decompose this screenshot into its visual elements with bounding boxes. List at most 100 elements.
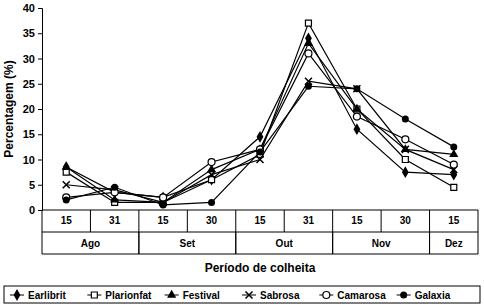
x-group-label: Out	[276, 238, 294, 249]
legend-entry: Festival	[165, 290, 220, 301]
divider	[478, 210, 479, 232]
y-tick-label: 30	[23, 53, 35, 65]
y-axis: 0 5 10 15 20 25 30 35 40	[23, 2, 43, 216]
marker	[305, 83, 312, 90]
series-line	[66, 53, 454, 197]
x-tick: 30	[206, 210, 218, 226]
marker	[402, 116, 409, 123]
marker	[450, 143, 457, 150]
legend: Earlibrit Plarionfat Festival Sabrosa Camaro…	[4, 286, 480, 303]
series-line	[66, 81, 454, 202]
marker	[402, 166, 409, 178]
marker	[208, 199, 215, 206]
divider	[187, 210, 188, 232]
x-tick-label: 31	[109, 215, 121, 226]
marker	[402, 157, 408, 163]
marker	[353, 123, 360, 135]
legend-marker	[246, 292, 253, 299]
legend-label: Festival	[183, 290, 220, 301]
x-tick-label: 30	[400, 215, 412, 226]
y-tick: 10	[23, 154, 42, 166]
x-tick: 15	[61, 210, 73, 226]
marker	[111, 184, 118, 191]
legend-entry: Earlibrit	[10, 289, 66, 301]
marker	[63, 169, 69, 175]
legend-entry: Sabrosa	[242, 290, 300, 301]
y-axis-line	[38, 9, 43, 211]
divider	[332, 210, 333, 232]
x-tick-label: 30	[206, 215, 218, 226]
marker	[63, 181, 70, 188]
x-group-label: Set	[180, 238, 196, 249]
divider	[138, 232, 139, 254]
series-line	[66, 38, 454, 197]
x-tick: 15	[448, 210, 460, 226]
marker	[353, 113, 360, 120]
legend-marker	[14, 289, 21, 301]
x-tick-label: 15	[254, 215, 266, 226]
marker	[305, 20, 311, 26]
divider	[138, 232, 139, 254]
x-tick-label: 15	[158, 215, 170, 226]
legend-box	[4, 286, 480, 303]
x-tick-label: 31	[303, 215, 315, 226]
legend-marker	[400, 292, 407, 299]
y-tick-mark	[38, 59, 42, 60]
legend-marker	[91, 292, 97, 298]
divider	[42, 232, 43, 254]
divider	[42, 210, 43, 232]
y-tick-label: 20	[23, 103, 35, 115]
y-tick-label: 35	[23, 27, 35, 39]
y-tick-label: 0	[29, 204, 35, 216]
divider	[381, 210, 382, 232]
y-tick-mark	[38, 84, 42, 85]
series-line	[66, 43, 454, 202]
plot-area	[62, 20, 459, 208]
y-tick-label: 40	[23, 2, 35, 14]
divider	[90, 210, 91, 232]
y-tick: 25	[23, 78, 42, 90]
x-axis-line	[42, 210, 478, 211]
marker	[450, 161, 457, 168]
x-tick-label: 15	[351, 215, 363, 226]
x-group-label: Nov	[372, 238, 391, 249]
y-tick-mark	[38, 160, 42, 161]
legend-label: Plarionfat	[105, 290, 152, 301]
y-tick-mark	[38, 109, 42, 110]
marker	[304, 38, 313, 46]
y-tick: 30	[23, 53, 42, 65]
divider	[235, 232, 236, 254]
divider	[332, 232, 333, 254]
x-group-label: Ago	[81, 238, 100, 249]
divider	[429, 210, 430, 232]
x-tick: 15	[351, 210, 363, 226]
y-tick-label: 15	[23, 128, 35, 140]
divider	[478, 232, 479, 254]
y-tick-label: 5	[29, 179, 35, 191]
y-tick: 35	[23, 27, 42, 39]
x-axis: 153115301531153015AgoSetOutNovDez	[42, 210, 478, 254]
marker	[208, 159, 215, 166]
x-tick: 31	[303, 210, 315, 226]
legend-entry: Camarosa	[319, 290, 386, 301]
y-tick-mark	[38, 8, 42, 9]
divider	[42, 232, 478, 233]
legend-entry: Galaxia	[397, 290, 451, 301]
y-tick-mark	[38, 210, 42, 211]
legend-entry: Plarionfat	[87, 290, 152, 301]
chart: 0 5 10 15 20 25 30 35 40 15 31 15 30 15 31 15 30 15 Ago Set…	[0, 0, 484, 305]
divider	[235, 232, 236, 254]
divider	[429, 232, 430, 254]
divider	[235, 210, 236, 232]
divider	[332, 232, 333, 254]
legend-marker	[323, 292, 330, 299]
marker	[305, 50, 312, 57]
y-axis-title: Percentagem (%)	[2, 60, 16, 157]
x-tick: 31	[109, 210, 121, 226]
y-tick-label: 25	[23, 78, 35, 90]
x-tick-label: 15	[448, 215, 460, 226]
marker	[63, 196, 70, 203]
y-tick: 5	[29, 179, 42, 191]
marker	[402, 136, 409, 143]
series-line	[66, 86, 454, 205]
